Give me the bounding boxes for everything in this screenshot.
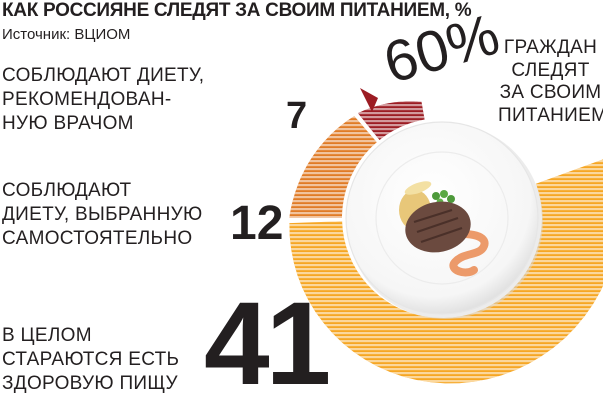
category-label-line: ДИЕТУ, ВЫБРАННУЮ <box>2 204 203 225</box>
band-healthy-food-stripes <box>289 159 603 384</box>
chart-source: Источник: ВЦИОМ <box>2 26 131 43</box>
pea <box>440 190 448 198</box>
pea <box>432 192 440 200</box>
band-doctor-diet-stripes <box>357 101 425 140</box>
category-label-doctor-diet: СОБЛЮДАЮТ ДИЕТУ, РЕКОМЕНДОВАН- НУЮ ВРАЧО… <box>2 64 204 136</box>
category-label-line: НУЮ ВРАЧОМ <box>2 113 134 134</box>
spiral-pointer <box>360 88 378 112</box>
plate-inner-rim <box>375 151 509 285</box>
value-label-healthy-food: 41 <box>204 278 331 410</box>
chart-title: КАК РОССИЯНЕ СЛЕДЯТ ЗА СВОИМ ПИТАНИЕМ, % <box>2 0 472 21</box>
category-label-self-diet: СОБЛЮДАЮТ ДИЕТУ, ВЫБРАННУЮ САМОСТОЯТЕЛЬН… <box>2 179 202 251</box>
banana-garnish <box>404 181 432 195</box>
total-caption-line: ЗА СВОИМ <box>499 82 602 103</box>
total-caption-line: ГРАЖДАН <box>503 37 598 58</box>
category-label-line: СОБЛЮДАЮТ <box>2 180 132 201</box>
sauce-drizzle <box>448 230 489 277</box>
category-label-line: СОБЛЮДАЮТ ДИЕТУ, <box>2 65 205 86</box>
category-label-line: В ЦЕЛОМ <box>2 325 92 346</box>
category-label-line: СТАРАЮТСЯ ЕСТЬ <box>2 349 180 370</box>
category-label-line: ЗДОРОВУЮ ПИЩУ <box>2 373 178 394</box>
total-caption: ГРАЖДАН СЛЕДЯТ ЗА СВОИМ ПИТАНИЕМ <box>498 37 603 127</box>
value-label-self-diet: 12 <box>230 197 284 250</box>
category-label-line: РЕКОМЕНДОВАН- <box>2 89 172 110</box>
category-label-healthy-food: В ЦЕЛОМ СТАРАЮТСЯ ЕСТЬ ЗДОРОВУЮ ПИЩУ <box>2 324 179 396</box>
total-caption-line: ПИТАНИЕМ <box>498 104 603 126</box>
band-self-diet-stripes <box>289 116 377 218</box>
pea <box>447 195 455 203</box>
value-label-doctor-diet: 7 <box>286 95 308 137</box>
steak <box>405 201 471 253</box>
food-illustration <box>399 181 489 277</box>
total-caption-line: СЛЕДЯТ <box>511 59 590 81</box>
steak-grill-marks <box>413 208 463 244</box>
category-label-line: САМОСТОЯТЕЛЬНО <box>2 228 193 249</box>
